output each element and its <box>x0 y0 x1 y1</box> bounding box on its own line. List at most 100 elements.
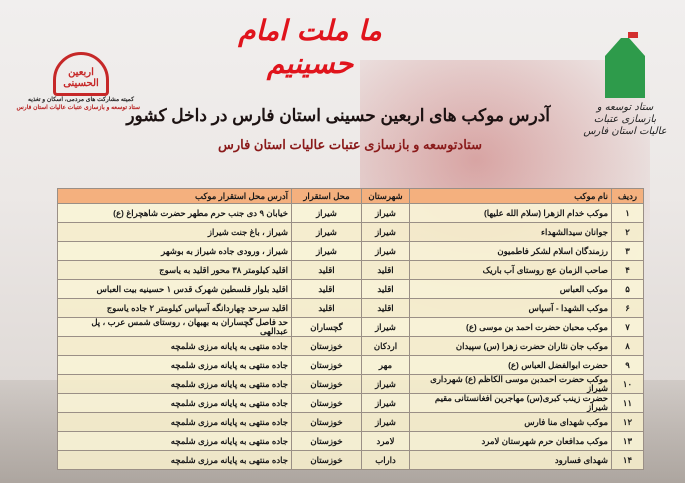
table-row: ۳ رزمندگان اسلام لشکر فاطمیون شیراز شیراز شی… <box>57 241 644 261</box>
cell-location: شیراز <box>291 203 362 223</box>
cell-location: اقلید <box>291 279 362 299</box>
cell-row-number: ۹ <box>611 355 644 375</box>
cell-address: جاده منتهی به پایانه مرزی شلمچه <box>57 336 292 356</box>
cell-row-number: ۴ <box>611 260 644 280</box>
cell-row-number: ۱۰ <box>611 374 644 394</box>
col-city: شهرستان <box>361 188 410 204</box>
cell-address: اقلید کیلومتر ۳۸ محور اقلید به یاسوج <box>57 260 292 280</box>
cell-address: خیابان ۹ دی جنب حرم مطهر حضرت شاهچراغ (ع… <box>57 203 292 223</box>
cell-address: جاده منتهی به پایانه مرزی شلمچه <box>57 355 292 375</box>
arbaeen-logo-mark: اربعین الحسینی <box>53 52 109 96</box>
cell-mawkib-name: جوانان سیدالشهداء <box>409 222 612 242</box>
mawkib-table: ردیف نام موکب شهرستان محل استقرار آدرس م… <box>57 188 644 470</box>
cell-row-number: ۱۲ <box>611 412 644 432</box>
shrine-icon <box>605 38 645 98</box>
slogan: ما ملت امام حسینیم <box>238 14 382 80</box>
cell-address: شیراز ، ورودی جاده شیراز به بوشهر <box>57 241 292 261</box>
cell-row-number: ۶ <box>611 298 644 318</box>
table-row: ۵ موکب العباس اقلید اقلید اقلید بلوار فلسطین… <box>57 279 644 299</box>
cell-mawkib-name: موکب جان نثاران حضرت زهرا (س) سپیدان <box>409 336 612 356</box>
cell-address: حد فاصل گچساران به بهبهان ، روستای شمس ع… <box>57 317 292 337</box>
cell-city: اقلید <box>361 298 410 318</box>
cell-city: شیراز <box>361 203 410 223</box>
logo-left-line2: ستاد توسعه و بازسازی عتبات عالیات استان … <box>16 105 140 111</box>
cell-location: خوزستان <box>291 450 362 470</box>
table-row: ۱ موکب خدام الزهرا (سلام الله علیها) شیراز… <box>57 203 644 223</box>
atabat-logo: ستاد توسعه و بازسازی عتبات عالیات استان … <box>580 32 670 138</box>
cell-location: خوزستان <box>291 374 362 394</box>
logo-left-line1: کمیته مشارکت های مردمی، اسکان و تغذیه <box>28 97 134 103</box>
table-row: ۱۳ موکب مدافعان حرم شهرستان لامرد لامرد خوز… <box>57 431 644 451</box>
cell-city: شیراز <box>361 222 410 242</box>
col-name: نام موکب <box>409 188 612 204</box>
cell-row-number: ۵ <box>611 279 644 299</box>
cell-city: شیراز <box>361 317 410 337</box>
cell-row-number: ۱۴ <box>611 450 644 470</box>
cell-row-number: ۷ <box>611 317 644 337</box>
cell-location: خوزستان <box>291 336 362 356</box>
col-row-number: ردیف <box>611 188 644 204</box>
page-title: آدرس موکب های اربعین حسینی استان فارس در… <box>126 106 550 125</box>
cell-row-number: ۳ <box>611 241 644 261</box>
cell-mawkib-name: موکب مدافعان حرم شهرستان لامرد <box>409 431 612 451</box>
table-row: ۴ صاحب الزمان عج روستای آب باریک اقلید اقلی… <box>57 260 644 280</box>
col-address: آدرس محل استقرار موکب <box>57 188 292 204</box>
cell-mawkib-name: موکب العباس <box>409 279 612 299</box>
table-row: ۶ موکب الشهدا - آسپاس اقلید اقلید اقلید سرحد… <box>57 298 644 318</box>
cell-city: شیراز <box>361 374 410 394</box>
logo-right-text: ستاد توسعه و بازسازی عتبات عالیات استان … <box>583 102 667 137</box>
cell-row-number: ۸ <box>611 336 644 356</box>
flag-icon <box>628 32 638 38</box>
cell-location: خوزستان <box>291 393 362 413</box>
cell-city: داراب <box>361 450 410 470</box>
cell-city: اقلید <box>361 279 410 299</box>
cell-mawkib-name: حضرت ابوالفضل العباس (ع) <box>409 355 612 375</box>
cell-location: گچساران <box>291 317 362 337</box>
cell-mawkib-name: موکب شهدای منا فارس <box>409 412 612 432</box>
cell-location: اقلید <box>291 260 362 280</box>
table-row: ۲ جوانان سیدالشهداء شیراز شیراز شیراز ، باغ … <box>57 222 644 242</box>
cell-location: خوزستان <box>291 355 362 375</box>
cell-location: اقلید <box>291 298 362 318</box>
cell-address: جاده منتهی به پایانه مرزی شلمچه <box>57 450 292 470</box>
cell-mawkib-name: حضرت زینب کبری(س) مهاجرین افغانستانی مقی… <box>409 393 612 413</box>
col-location: محل استقرار <box>291 188 362 204</box>
cell-mawkib-name: موکب خدام الزهرا (سلام الله علیها) <box>409 203 612 223</box>
cell-mawkib-name: موکب الشهدا - آسپاس <box>409 298 612 318</box>
cell-city: اردکان <box>361 336 410 356</box>
cell-row-number: ۱۳ <box>611 431 644 451</box>
table-row: ۱۲ موکب شهدای منا فارس شیراز خوزستان جاده من… <box>57 412 644 432</box>
cell-city: مهر <box>361 355 410 375</box>
table-row: ۷ موکب محبان حضرت احمد بن موسی (ع) شیراز گچ… <box>57 317 644 337</box>
cell-mawkib-name: صاحب الزمان عج روستای آب باریک <box>409 260 612 280</box>
cell-location: خوزستان <box>291 412 362 432</box>
cell-row-number: ۲ <box>611 222 644 242</box>
cell-address: جاده منتهی به پایانه مرزی شلمچه <box>57 374 292 394</box>
cell-location: شیراز <box>291 241 362 261</box>
cell-city: لامرد <box>361 431 410 451</box>
page-subtitle: ستادتوسعه و بازسازی عتبات عالیات استان ف… <box>217 137 482 152</box>
arbaeen-logo: اربعین الحسینی کمیته مشارکت های مردمی، ا… <box>16 52 140 112</box>
table-row: ۸ موکب جان نثاران حضرت زهرا (س) سپیدان ارد… <box>57 336 644 356</box>
cell-row-number: ۱ <box>611 203 644 223</box>
cell-city: اقلید <box>361 260 410 280</box>
table-row: ۱۴ شهدای فسارود داراب خوزستان جاده منتهی به … <box>57 450 644 470</box>
cell-row-number: ۱۱ <box>611 393 644 413</box>
cell-city: شیراز <box>361 393 410 413</box>
cell-address: شیراز ، باغ جنت شیراز <box>57 222 292 242</box>
cell-city: شیراز <box>361 241 410 261</box>
cell-address: جاده منتهی به پایانه مرزی شلمچه <box>57 412 292 432</box>
cell-address: اقلید بلوار فلسطین شهرک قدس ۱ حسینیه بیت… <box>57 279 292 299</box>
cell-location: خوزستان <box>291 431 362 451</box>
cell-address: اقلید سرحد چهاردانگه آسپاس کیلومتر ۲ جاد… <box>57 298 292 318</box>
cell-location: شیراز <box>291 222 362 242</box>
cell-mawkib-name: شهدای فسارود <box>409 450 612 470</box>
table-row: ۱۱ حضرت زینب کبری(س) مهاجرین افغانستانی م… <box>57 393 644 413</box>
cell-mawkib-name: رزمندگان اسلام لشکر فاطمیون <box>409 241 612 261</box>
cell-mawkib-name: موکب حضرت احمدبن موسی الکاظم (ع) شهرداری… <box>409 374 612 394</box>
cell-address: جاده منتهی به پایانه مرزی شلمچه <box>57 431 292 451</box>
table-row: ۹ حضرت ابوالفضل العباس (ع) مهر خوزستان جاده … <box>57 355 644 375</box>
cell-city: شیراز <box>361 412 410 432</box>
cell-address: جاده منتهی به پایانه مرزی شلمچه <box>57 393 292 413</box>
table-row: ۱۰ موکب حضرت احمدبن موسی الکاظم (ع) شهردا… <box>57 374 644 394</box>
